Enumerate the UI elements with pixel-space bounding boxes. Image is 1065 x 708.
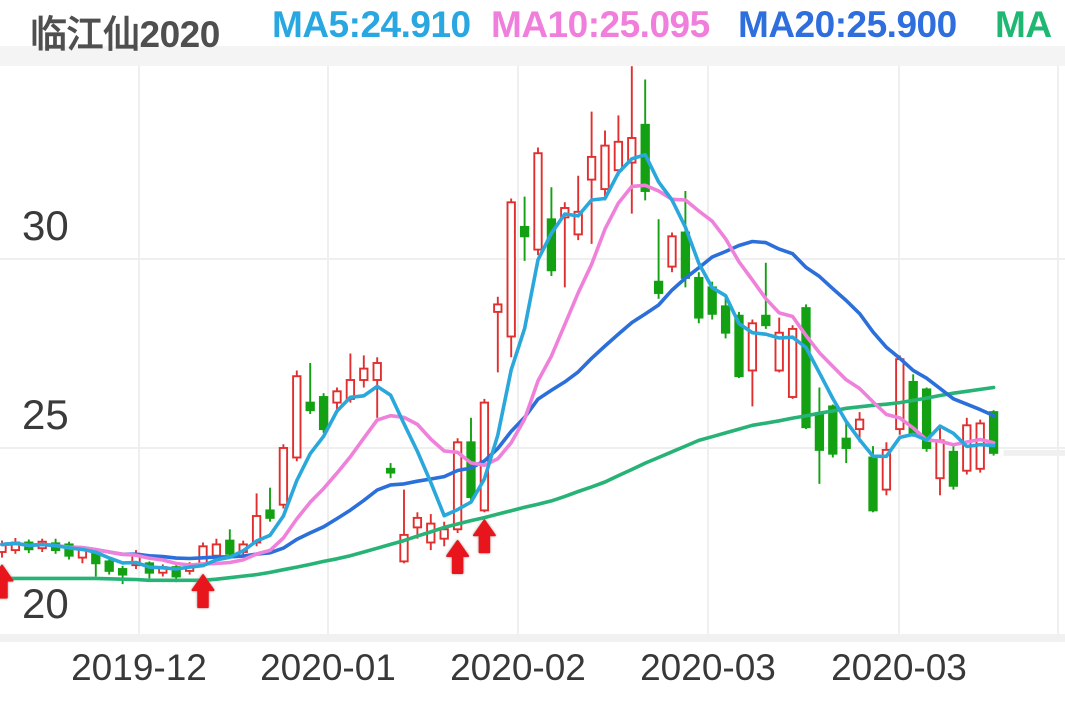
plot-top-band [0,46,1065,66]
candle-down [117,565,128,585]
candle-down [104,558,114,575]
candle-up [935,425,945,496]
legend-ma10: MA10:25.095 [491,4,710,45]
ma-long-line [0,385,996,583]
legend-ma5: MA5:24.910 [272,4,471,45]
x-axis-label-feb2020: 2020-02 [450,647,586,688]
x-axis-label-mar2020: 2020-03 [640,647,776,688]
candle-down [519,196,530,261]
chart-header: 临江仙2020 MA5:24.910 MA10:25.095 MA20:25.9… [0,0,1065,55]
candle-up [881,442,892,496]
candle-up [600,130,610,201]
candle-up [278,444,289,509]
candle-down [385,463,396,479]
y-axis-label-30: 30 [22,202,69,249]
candle-up [573,175,583,241]
candle-up [10,538,21,554]
candle-up [667,232,677,273]
legend-ma20: MA20:25.900 [738,4,957,45]
candle-up [774,317,784,373]
candle-up [533,147,543,256]
candle-down [318,393,329,433]
candle-up [613,115,624,176]
candle-up [399,489,409,564]
ma20-line [0,239,996,561]
x-axis-label-dec2019: 2019-12 [71,647,207,688]
legend-ma-long: MA [995,4,1052,45]
candle-down [841,421,851,464]
buy-arrow-icon [0,564,14,599]
candle-down [720,294,731,339]
candle-up [332,387,342,411]
buy-arrow-icon [446,540,470,574]
candle-down [814,387,825,484]
candle-down [988,410,999,456]
candle-down [265,487,275,522]
candle-down [694,272,704,324]
candle-up [292,370,302,462]
candle-down [801,304,811,430]
candle-down [144,561,155,579]
candle-down [828,404,838,458]
y-axis-label-25: 25 [22,391,69,438]
candle-down [305,363,315,414]
x-axis-label-jan2020: 2020-01 [260,647,396,688]
candle-down [225,529,235,558]
buy-signal-markers [0,519,496,609]
candle-up [895,355,905,435]
candle-up [479,398,490,513]
candles-layer [0,66,999,585]
buy-arrow-icon [472,519,496,554]
y-axis-label-20: 20 [22,580,69,627]
candle-down [64,541,74,560]
candle-down [948,444,959,490]
candle-up [493,296,503,373]
ma10-line [0,183,996,567]
ma5-line [0,152,996,571]
candle-up [586,111,597,244]
buy-arrow-icon [191,574,215,609]
gridlines [0,66,1065,634]
candle-up [359,355,369,388]
candle-up [506,198,516,358]
last-close-line [1003,449,1065,456]
x-axis-label-mar2020b: 2020-03 [831,647,967,688]
candle-down [653,219,664,299]
x-axis-line [0,634,1065,642]
candle-down [640,79,650,201]
chart-title: 临江仙2020 [30,14,220,55]
